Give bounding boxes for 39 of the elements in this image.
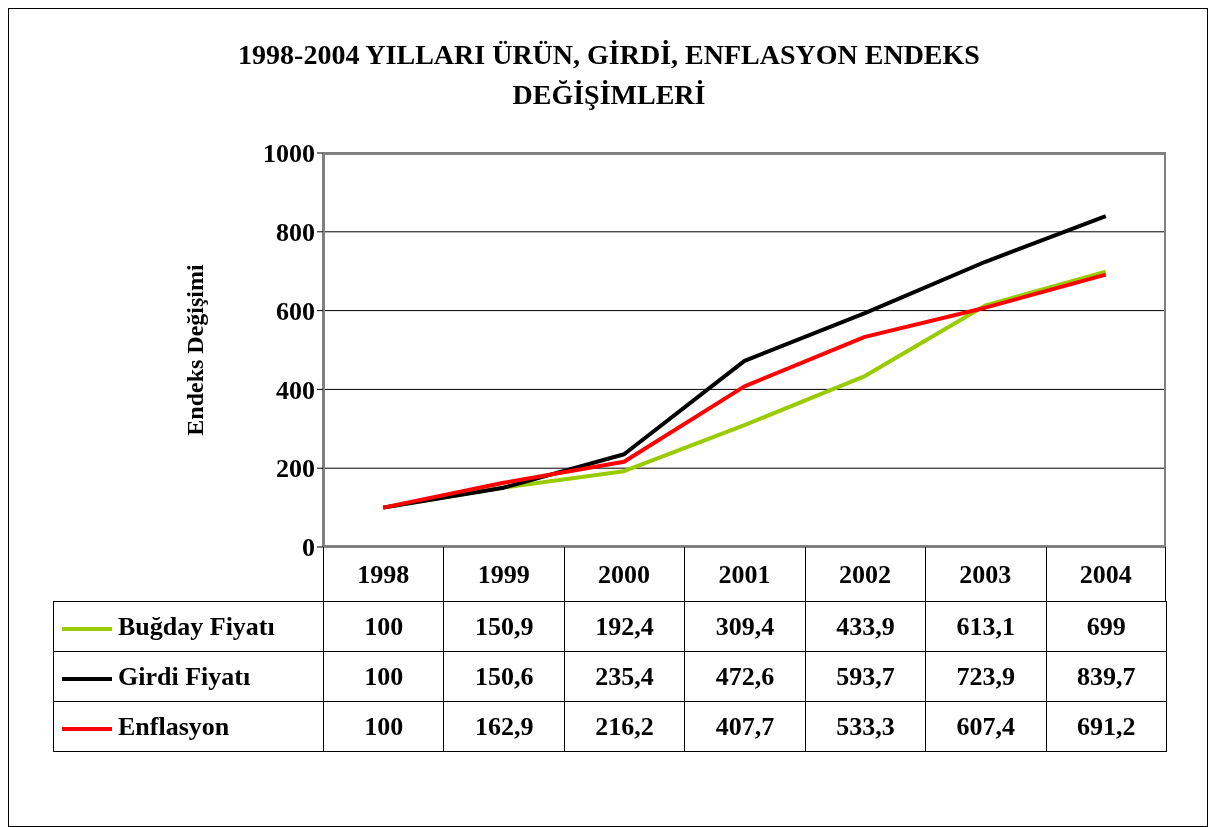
data-label: 593,7 <box>805 651 926 702</box>
data-label: 691,2 <box>1046 701 1167 752</box>
data-label: 235,4 <box>564 651 685 702</box>
y-axis-title: Endeks Değişimi <box>181 263 208 436</box>
data-label: 472,6 <box>684 651 806 702</box>
data-label: 433,9 <box>805 601 926 652</box>
data-label: 309,4 <box>684 601 806 652</box>
y-tick-label: 600 <box>276 296 315 326</box>
legend-label: Buğday Fiyatı <box>118 611 275 641</box>
y-tick-label: 200 <box>276 454 315 484</box>
data-label: 723,9 <box>925 651 1047 702</box>
y-tick-label: 800 <box>276 218 315 248</box>
chart-title: 1998-2004 YILLARI ÜRÜN, GİRDİ, ENFLASYON ENDEKS DEĞİŞİMLERİ <box>237 38 981 112</box>
data-label: 613,1 <box>925 601 1047 652</box>
x-tick-label: 2000 <box>598 560 651 590</box>
y-tick-label: 0 <box>302 533 315 563</box>
data-label: 216,2 <box>564 701 685 752</box>
x-tick-label: 2004 <box>1079 560 1132 590</box>
data-label: 533,3 <box>805 701 926 752</box>
x-tick-label: 1998 <box>357 560 410 590</box>
data-label: 699 <box>1046 601 1167 652</box>
data-label: 150,9 <box>443 601 565 652</box>
x-tick-label: 2003 <box>959 560 1012 590</box>
data-label: 607,4 <box>925 701 1047 752</box>
legend-label: Enflasyon <box>118 711 230 741</box>
data-label: 407,7 <box>684 701 806 752</box>
data-label: 100 <box>323 601 444 652</box>
data-label: 839,7 <box>1046 651 1167 702</box>
y-tick-label: 1000 <box>263 139 315 169</box>
legend-label: Girdi Fiyatı <box>118 661 251 691</box>
data-label: 100 <box>323 651 444 702</box>
x-tick-label: 2001 <box>718 560 771 590</box>
x-tick-label: 1999 <box>477 560 530 590</box>
x-tick-label: 2002 <box>838 560 891 590</box>
y-tick-label: 400 <box>276 375 315 405</box>
data-label: 192,4 <box>564 601 685 652</box>
data-label: 100 <box>323 701 444 752</box>
data-label: 162,9 <box>443 701 565 752</box>
data-label: 150,6 <box>443 651 565 702</box>
